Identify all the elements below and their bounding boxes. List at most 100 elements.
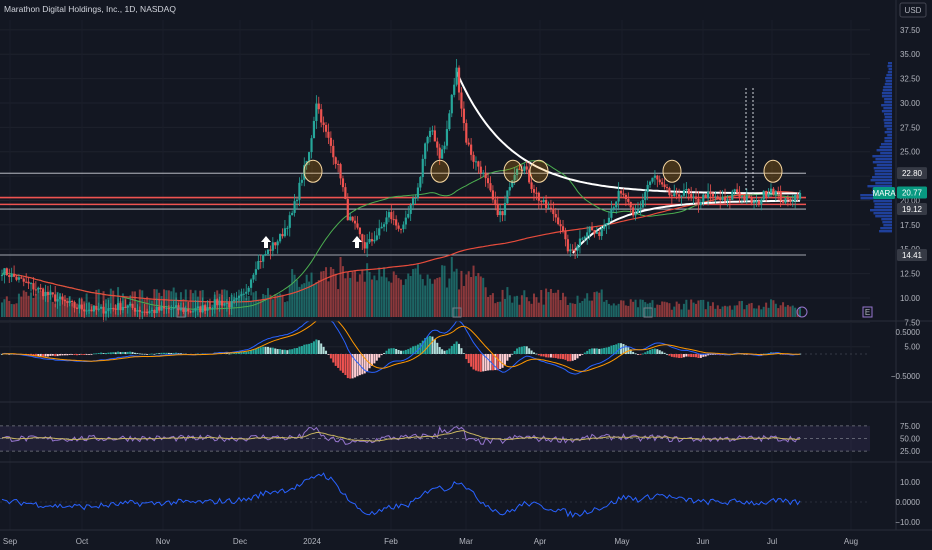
osc-tick-label: 10.00 xyxy=(900,478,921,487)
price-candles[interactable] xyxy=(0,59,802,323)
candle-body xyxy=(44,291,47,297)
currency-button[interactable]: USD xyxy=(899,2,927,18)
candle-body xyxy=(249,279,253,288)
candle-body xyxy=(508,186,511,191)
candle-body xyxy=(537,192,540,201)
volume-bar xyxy=(511,302,514,317)
candle-body xyxy=(644,192,647,200)
volume-bar xyxy=(462,285,465,317)
candle-body xyxy=(150,310,154,312)
volume-bar xyxy=(424,285,427,317)
lightning-icon xyxy=(796,306,808,318)
candle-body xyxy=(8,275,11,278)
candle-body xyxy=(63,299,66,302)
candle-body xyxy=(334,157,337,164)
volume-bar xyxy=(262,293,265,317)
candle-body xyxy=(704,194,707,199)
candle-body xyxy=(651,177,654,182)
volume-bar xyxy=(690,299,693,317)
candle-body xyxy=(206,307,209,311)
volume-bar xyxy=(472,265,475,317)
macd-histogram-bar xyxy=(158,353,161,355)
macd-histogram-bar xyxy=(610,345,613,354)
candle-body xyxy=(220,300,224,306)
volume-bar xyxy=(392,271,395,317)
volume-bar xyxy=(339,257,342,317)
candle-body xyxy=(179,307,183,311)
candle-body xyxy=(462,108,465,124)
macd-histogram-bar xyxy=(80,354,83,355)
macd-histogram-bar xyxy=(143,353,146,355)
macd-histogram-bar xyxy=(603,347,606,354)
volume-bar xyxy=(537,302,540,317)
volume-bar xyxy=(719,308,722,317)
oscillator-pane[interactable] xyxy=(0,472,870,518)
candle-body xyxy=(353,220,357,224)
profile-bar xyxy=(873,200,892,203)
volume-bar xyxy=(656,304,659,317)
profile-bar xyxy=(888,68,892,71)
candle-body xyxy=(32,283,35,290)
candle-body xyxy=(337,163,340,165)
volume-bar xyxy=(772,300,775,317)
candle-body xyxy=(494,199,497,205)
volume-bar xyxy=(269,294,272,317)
rsi-pane[interactable] xyxy=(0,425,870,452)
volume-bar xyxy=(1,302,3,317)
candle-body xyxy=(0,275,4,277)
candle-body xyxy=(124,306,127,308)
candle-body xyxy=(769,188,773,194)
candle-body xyxy=(131,303,134,308)
candle-body xyxy=(230,301,233,308)
volume-bar xyxy=(37,287,40,317)
volume-bar xyxy=(30,292,33,317)
candle-body xyxy=(506,190,509,204)
volume-bar xyxy=(595,291,598,317)
macd-histogram-bar xyxy=(540,354,543,357)
chart-annotations: E xyxy=(176,88,873,318)
volume-bar xyxy=(15,303,18,317)
candle-body xyxy=(80,304,83,310)
macd-histogram-bar xyxy=(322,346,325,354)
price-axis[interactable]: 37.5035.0032.5030.0027.5025.0022.5020.00… xyxy=(891,26,921,527)
candle-body xyxy=(46,291,50,296)
candle-body xyxy=(281,234,284,237)
price-tag-box xyxy=(897,248,927,261)
volume-bar xyxy=(477,273,480,317)
candle-body xyxy=(138,310,141,312)
candle-body xyxy=(634,212,637,216)
candle-body xyxy=(288,215,291,228)
volume-bar xyxy=(402,284,405,317)
candle-body xyxy=(714,196,717,198)
macd-histogram-bar xyxy=(641,353,644,355)
macd-pane[interactable] xyxy=(0,320,870,379)
macd-histogram-bar xyxy=(431,336,434,354)
candle-body xyxy=(656,175,659,180)
volume-bar xyxy=(264,295,267,317)
macd-histogram-bar xyxy=(150,353,153,355)
currency-button-label[interactable]: USD xyxy=(905,6,922,15)
volume-bar xyxy=(508,295,511,317)
macd-histogram-bar xyxy=(453,343,456,354)
candle-body xyxy=(358,227,361,235)
macd-histogram-bar xyxy=(537,354,540,356)
oscillator-line xyxy=(1,472,801,518)
candle-body xyxy=(291,212,294,216)
candle-body xyxy=(332,145,335,158)
candle-body xyxy=(121,306,125,311)
candle-body xyxy=(49,292,52,296)
volume-bar xyxy=(199,290,202,317)
candle-body xyxy=(479,166,482,174)
candle-body xyxy=(85,310,88,312)
volume-bar xyxy=(22,290,25,317)
currency-button-frame[interactable] xyxy=(899,2,927,18)
price-tick-label: 35.00 xyxy=(900,50,921,59)
macd-histogram-bar xyxy=(583,352,586,354)
candle-body xyxy=(467,142,470,145)
profile-bar xyxy=(884,122,892,125)
volume-bar xyxy=(450,257,453,317)
time-axis[interactable]: Sep Oct Nov Dec 2024 Feb Mar Apr May Jun Jul Aug xyxy=(3,537,858,546)
macd-histogram-bar xyxy=(571,354,574,361)
candle-body xyxy=(12,273,16,277)
